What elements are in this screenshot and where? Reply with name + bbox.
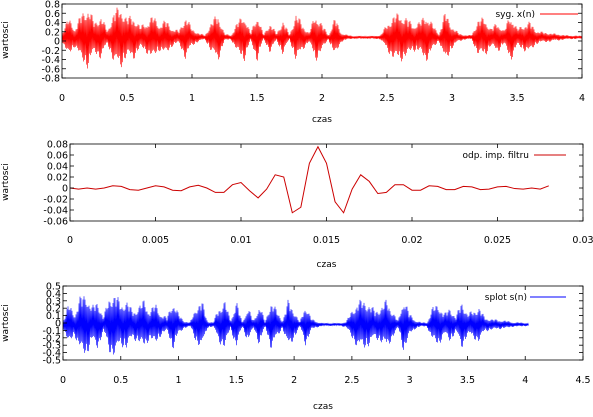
x-axis-label: czas: [317, 260, 337, 270]
y-tick-label: 0.3: [46, 296, 61, 307]
y-tick-label: -0.5: [42, 356, 61, 367]
y-tick-label: 0.4: [46, 289, 61, 300]
series-line-1: [63, 296, 529, 355]
y-tick-label: 0.5: [46, 282, 61, 293]
y-tick-label: -0.2: [41, 46, 60, 57]
y-tick-label: -0.2: [42, 333, 61, 344]
y-tick-label: 0.04: [47, 162, 68, 173]
x-tick-label: 0.5: [113, 375, 128, 386]
x-tick-label: 4: [579, 93, 585, 104]
series-line-1: [70, 145, 549, 214]
y-tick-label: 0: [54, 37, 60, 48]
x-tick-label: 1: [189, 93, 195, 104]
x-tick-label: 3: [407, 375, 413, 386]
x-tick-label: 1.5: [249, 93, 264, 104]
y-tick-label: -0.02: [43, 195, 68, 206]
x-tick-label: 3: [449, 93, 455, 104]
x-tick-label: 1.5: [229, 375, 244, 386]
x-tick-label: 0.005: [142, 235, 169, 246]
x-tick-label: 0: [67, 235, 73, 246]
x-tick-label: 3.5: [509, 93, 524, 104]
y-tick-label: 0.2: [45, 27, 60, 38]
x-axis-label: czas: [312, 115, 332, 125]
series-line-1: [62, 7, 582, 69]
x-axis-label: czas: [313, 402, 333, 412]
x-tick-label: 0.01: [230, 235, 251, 246]
x-tick-label: 2.5: [379, 93, 394, 104]
chart-panel-3: -0.5-0.4-0.3-0.2-0.100.10.20.30.40.50 0.5…: [1, 282, 591, 413]
legend-label: splot s(n): [485, 293, 527, 303]
legend-label: odp. imp. filtru: [463, 151, 529, 161]
y-tick-label: 0.8: [45, 0, 60, 11]
y-tick-label: -0.3: [42, 341, 61, 352]
y-tick-label: 0.02: [47, 173, 68, 184]
x-tick-label: 0: [60, 375, 66, 386]
y-tick-label: -0.4: [41, 55, 60, 66]
y-tick-label: -0.06: [43, 217, 68, 228]
x-tick-label: 0.015: [313, 235, 340, 246]
y-axis-label: wartosci: [1, 163, 11, 201]
x-tick-label: 2: [291, 375, 297, 386]
y-tick-label: 0.6: [45, 9, 60, 20]
y-tick-label: -0.04: [43, 206, 68, 217]
x-tick-label: 2.5: [344, 375, 359, 386]
y-tick-label: -0.4: [42, 348, 61, 359]
x-tick-label: 3.5: [460, 375, 475, 386]
y-tick-label: -0.6: [41, 64, 60, 75]
x-tick-label: 1: [176, 375, 182, 386]
y-tick-label: 0.06: [47, 151, 68, 162]
y-tick-label: 0: [62, 184, 68, 195]
y-tick-label: 0.08: [47, 140, 68, 151]
x-tick-label: 0.5: [119, 93, 134, 104]
y-tick-label: -0.1: [42, 326, 61, 337]
x-tick-label: 4.5: [575, 375, 590, 386]
chart-panel-1: -0.8-0.6-0.4-0.200.20.40.60.80 0.5 1 1.5 2 2.…: [1, 0, 585, 125]
legend-label: syg. x(n): [495, 10, 535, 20]
y-axis-label: wartosci: [1, 304, 11, 342]
y-tick-label: -0.8: [41, 74, 60, 85]
y-tick-label: 0.4: [45, 18, 60, 29]
y-tick-label: 0: [55, 319, 61, 330]
x-tick-label: 0.025: [484, 235, 511, 246]
y-tick-label: 0.2: [46, 304, 61, 315]
x-tick-label: 4: [522, 375, 528, 386]
x-tick-label: 2: [319, 93, 325, 104]
x-tick-label: 0.02: [401, 235, 422, 246]
x-tick-label: 0.03: [572, 235, 593, 246]
y-tick-label: 0.1: [46, 311, 61, 322]
y-axis-label: wartosci: [1, 21, 11, 59]
x-tick-label: 0: [59, 93, 65, 104]
